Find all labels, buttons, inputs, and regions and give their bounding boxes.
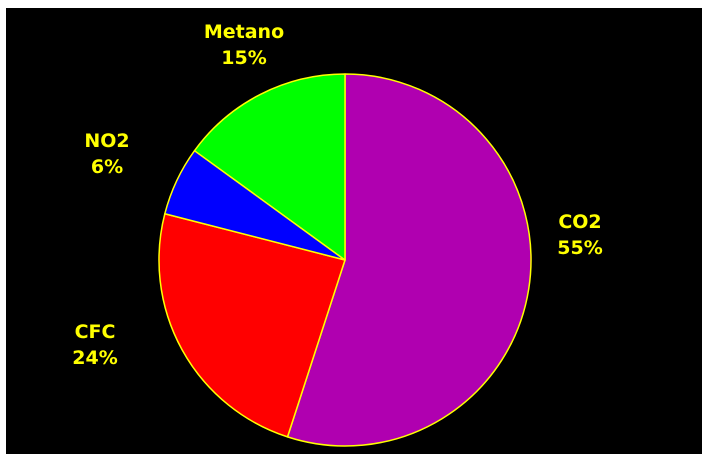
label-cfc-name: CFC — [74, 321, 116, 343]
pie-slice-co2 — [286, 73, 532, 447]
label-no2-name: NO2 — [84, 130, 130, 152]
label-metano: Metano 15% — [189, 19, 299, 71]
label-no2-percent: 6% — [90, 156, 124, 178]
chart-area: CO2 55% CFC 24% NO2 6% Metano 15% — [6, 8, 702, 454]
label-cfc: CFC 24% — [40, 319, 150, 371]
label-co2-name: CO2 — [558, 211, 602, 233]
label-no2: NO2 6% — [52, 128, 162, 180]
label-cfc-percent: 24% — [72, 347, 118, 369]
label-metano-percent: 15% — [221, 47, 267, 69]
pie-chart — [158, 73, 532, 447]
label-metano-name: Metano — [203, 21, 285, 43]
label-co2: CO2 55% — [525, 209, 635, 261]
label-co2-percent: 55% — [557, 237, 603, 259]
pie-slice-metano — [193, 73, 346, 261]
pie-slice-cfc — [158, 212, 346, 438]
